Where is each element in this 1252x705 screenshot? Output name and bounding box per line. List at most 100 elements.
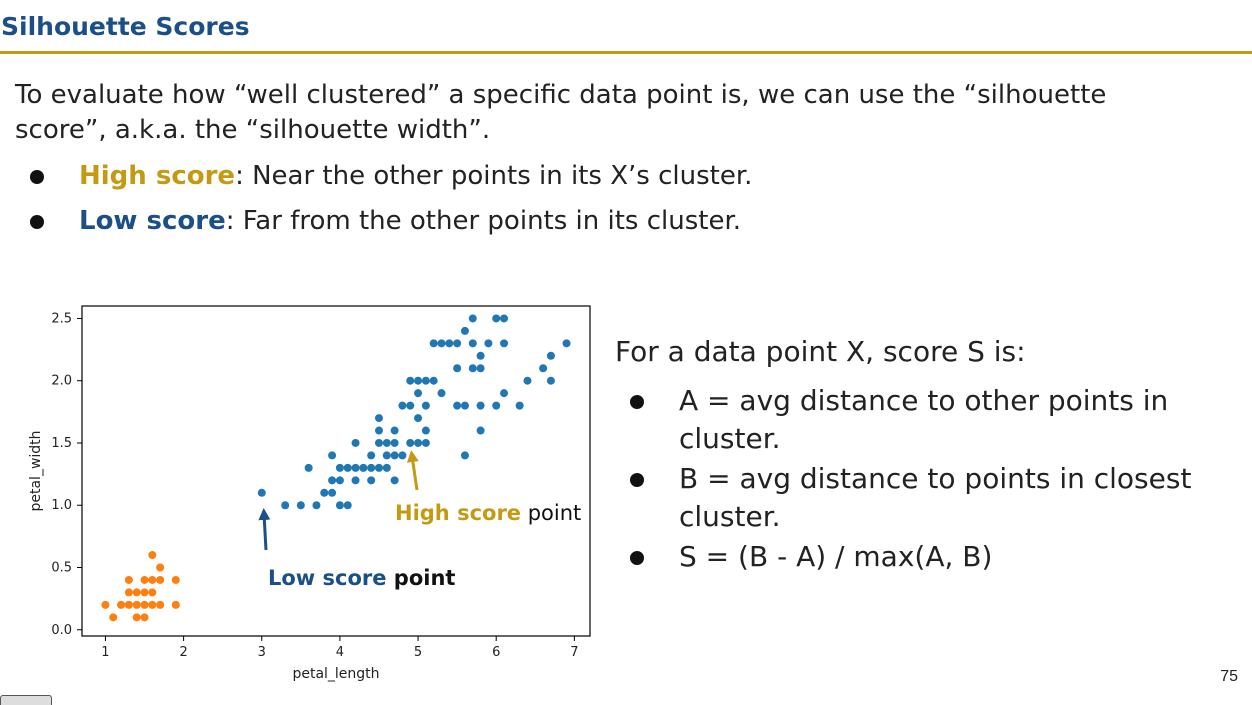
bullet-dot-icon bbox=[630, 551, 644, 565]
bullet-dot-icon bbox=[30, 215, 44, 229]
data-point-blue bbox=[421, 376, 430, 385]
title-divider bbox=[0, 51, 1252, 54]
data-point-blue bbox=[382, 438, 391, 447]
x-tick-label: 2 bbox=[179, 645, 187, 660]
data-point-blue bbox=[328, 488, 337, 497]
formula-bullet-b: B = avg distance to points in closest cl… bbox=[630, 460, 1230, 536]
data-point-blue bbox=[453, 401, 462, 410]
x-tick-label: 4 bbox=[336, 645, 344, 660]
data-point-blue bbox=[281, 501, 290, 510]
data-point-orange bbox=[117, 600, 126, 609]
high-score-annotation: High score point bbox=[395, 501, 581, 525]
data-point-blue bbox=[374, 463, 383, 472]
data-point-blue bbox=[374, 438, 383, 447]
data-point-blue bbox=[390, 426, 399, 435]
formula-bullet-list: A = avg distance to other points in clus… bbox=[630, 382, 1230, 578]
data-point-orange bbox=[124, 600, 133, 609]
data-point-blue bbox=[406, 401, 415, 410]
x-tick-label: 1 bbox=[101, 645, 109, 660]
data-point-blue bbox=[296, 501, 305, 510]
data-point-orange bbox=[156, 575, 165, 584]
formula-heading: For a data point X, score S is: bbox=[615, 335, 1026, 368]
data-point-orange bbox=[171, 575, 180, 584]
data-point-blue bbox=[390, 476, 399, 485]
data-point-orange bbox=[109, 613, 118, 622]
data-point-blue bbox=[437, 339, 446, 348]
data-point-blue bbox=[382, 463, 391, 472]
y-tick-label: 0.0 bbox=[51, 623, 72, 638]
data-point-blue bbox=[351, 463, 360, 472]
data-point-blue bbox=[429, 339, 438, 348]
x-axis-label: petal_length bbox=[292, 666, 379, 682]
data-point-orange bbox=[132, 600, 141, 609]
data-point-orange bbox=[132, 588, 141, 597]
scatter-plot-svg: 1 2 3 4 5 6 7 0.0 0.5 1.0 1.5 2.0 2.5 petal_length p… bbox=[28, 305, 591, 682]
y-axis-label: petal_width bbox=[28, 430, 44, 511]
data-point-blue bbox=[328, 476, 337, 485]
data-point-blue bbox=[312, 501, 321, 510]
data-point-orange bbox=[156, 600, 165, 609]
data-point-blue bbox=[328, 451, 337, 460]
bullet-low-score: Low score: Far from the other points in … bbox=[30, 203, 752, 248]
data-point-blue bbox=[367, 463, 376, 472]
data-point-blue bbox=[390, 438, 399, 447]
data-point-blue bbox=[429, 376, 438, 385]
data-point-blue bbox=[562, 339, 571, 348]
data-point-blue bbox=[476, 401, 485, 410]
data-point-blue bbox=[343, 463, 352, 472]
bullet-dot-icon bbox=[630, 395, 644, 409]
data-point-orange bbox=[140, 588, 149, 597]
data-point-blue bbox=[414, 438, 423, 447]
data-point-blue bbox=[414, 376, 423, 385]
data-point-blue bbox=[445, 339, 454, 348]
data-point-blue bbox=[374, 426, 383, 435]
data-point-blue bbox=[343, 501, 352, 510]
data-point-blue bbox=[382, 451, 391, 460]
data-point-blue bbox=[453, 364, 462, 373]
data-point-orange bbox=[124, 588, 133, 597]
x-tick-label: 6 bbox=[492, 645, 500, 660]
data-point-blue bbox=[414, 414, 423, 423]
data-point-blue bbox=[468, 364, 477, 373]
data-point-orange bbox=[140, 613, 149, 622]
data-point-blue bbox=[500, 339, 509, 348]
low-score-annotation-term: Low score bbox=[268, 566, 387, 590]
data-point-blue bbox=[492, 401, 501, 410]
data-point-blue bbox=[367, 451, 376, 460]
data-point-orange bbox=[148, 575, 157, 584]
data-point-orange bbox=[140, 600, 149, 609]
data-point-orange bbox=[148, 551, 157, 560]
data-point-blue bbox=[351, 438, 360, 447]
data-point-blue bbox=[351, 476, 360, 485]
data-point-blue bbox=[304, 463, 313, 472]
data-point-blue bbox=[367, 476, 376, 485]
data-point-blue bbox=[359, 463, 368, 472]
low-score-term: Low score bbox=[79, 206, 226, 236]
data-point-blue bbox=[398, 401, 407, 410]
y-tick-label: 1.5 bbox=[51, 436, 72, 451]
data-point-blue bbox=[546, 376, 555, 385]
data-point-orange bbox=[156, 563, 165, 572]
score-bullet-list: High score: Near the other points in its… bbox=[30, 158, 752, 248]
data-point-blue bbox=[468, 314, 477, 323]
x-tick-label: 5 bbox=[414, 645, 422, 660]
data-point-orange bbox=[101, 600, 110, 609]
data-point-blue bbox=[335, 501, 344, 510]
high-score-annotation-term: High score bbox=[395, 501, 521, 525]
high-score-text: : Near the other points in its X’s clust… bbox=[235, 161, 753, 191]
data-point-blue bbox=[414, 389, 423, 398]
high-score-arrow bbox=[406, 450, 419, 491]
data-point-blue bbox=[406, 376, 415, 385]
bullet-high-score: High score: Near the other points in its… bbox=[30, 158, 752, 203]
x-tick-label: 7 bbox=[570, 645, 578, 660]
data-point-blue bbox=[421, 426, 430, 435]
data-point-blue bbox=[335, 463, 344, 472]
intro-text: To evaluate how “well clustered” a speci… bbox=[15, 80, 1107, 145]
data-point-blue bbox=[460, 401, 469, 410]
formula-b-text: B = avg distance to points in closest cl… bbox=[679, 462, 1192, 533]
formula-bullet-a: A = avg distance to other points in clus… bbox=[630, 382, 1230, 458]
data-point-blue bbox=[335, 476, 344, 485]
data-point-blue bbox=[500, 389, 509, 398]
low-score-text: : Far from the other points in its clust… bbox=[225, 206, 742, 236]
data-point-blue bbox=[484, 339, 493, 348]
